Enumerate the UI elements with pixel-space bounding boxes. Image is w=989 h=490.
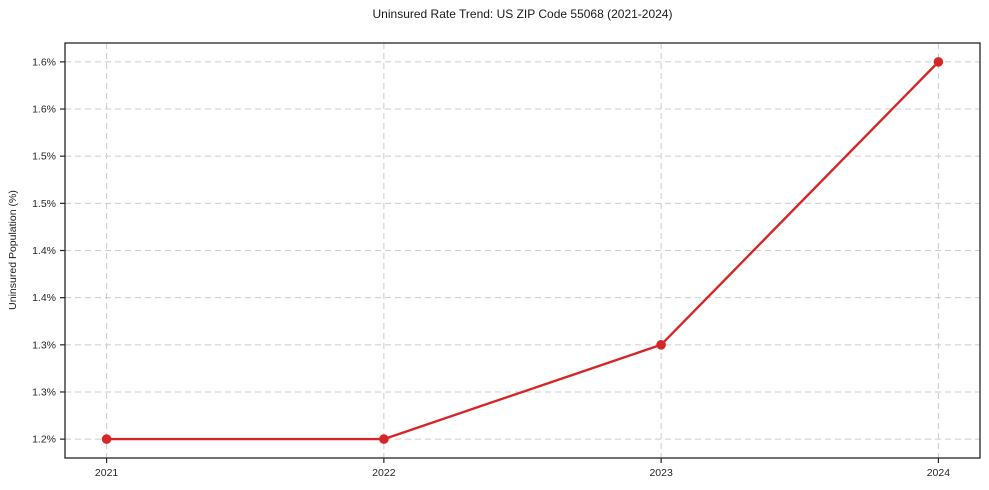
y-tick-label: 1.4% bbox=[32, 245, 56, 257]
y-tick-label: 1.3% bbox=[32, 386, 56, 398]
y-tick-label: 1.3% bbox=[32, 339, 56, 351]
x-tick-label: 2022 bbox=[372, 467, 396, 479]
data-point-marker bbox=[933, 57, 944, 67]
x-tick-label: 2023 bbox=[649, 467, 673, 479]
y-tick-label: 1.4% bbox=[32, 292, 56, 304]
y-tick-label: 1.5% bbox=[32, 151, 56, 163]
data-point-marker bbox=[656, 340, 666, 350]
trend-line bbox=[105, 60, 940, 441]
data-point-marker bbox=[379, 434, 389, 444]
y-tick-label: 1.6% bbox=[32, 104, 56, 116]
data-point-marker bbox=[101, 434, 112, 444]
chart-title: Uninsured Rate Trend: US ZIP Code 55068 … bbox=[372, 7, 673, 21]
x-tick-label: 2024 bbox=[927, 467, 951, 479]
y-tick-label: 1.2% bbox=[32, 434, 56, 446]
y-tick-label: 1.6% bbox=[32, 56, 56, 68]
y-tick-label: 1.5% bbox=[32, 198, 56, 210]
plot-border bbox=[64, 42, 981, 459]
x-tick-label: 2021 bbox=[95, 467, 119, 479]
